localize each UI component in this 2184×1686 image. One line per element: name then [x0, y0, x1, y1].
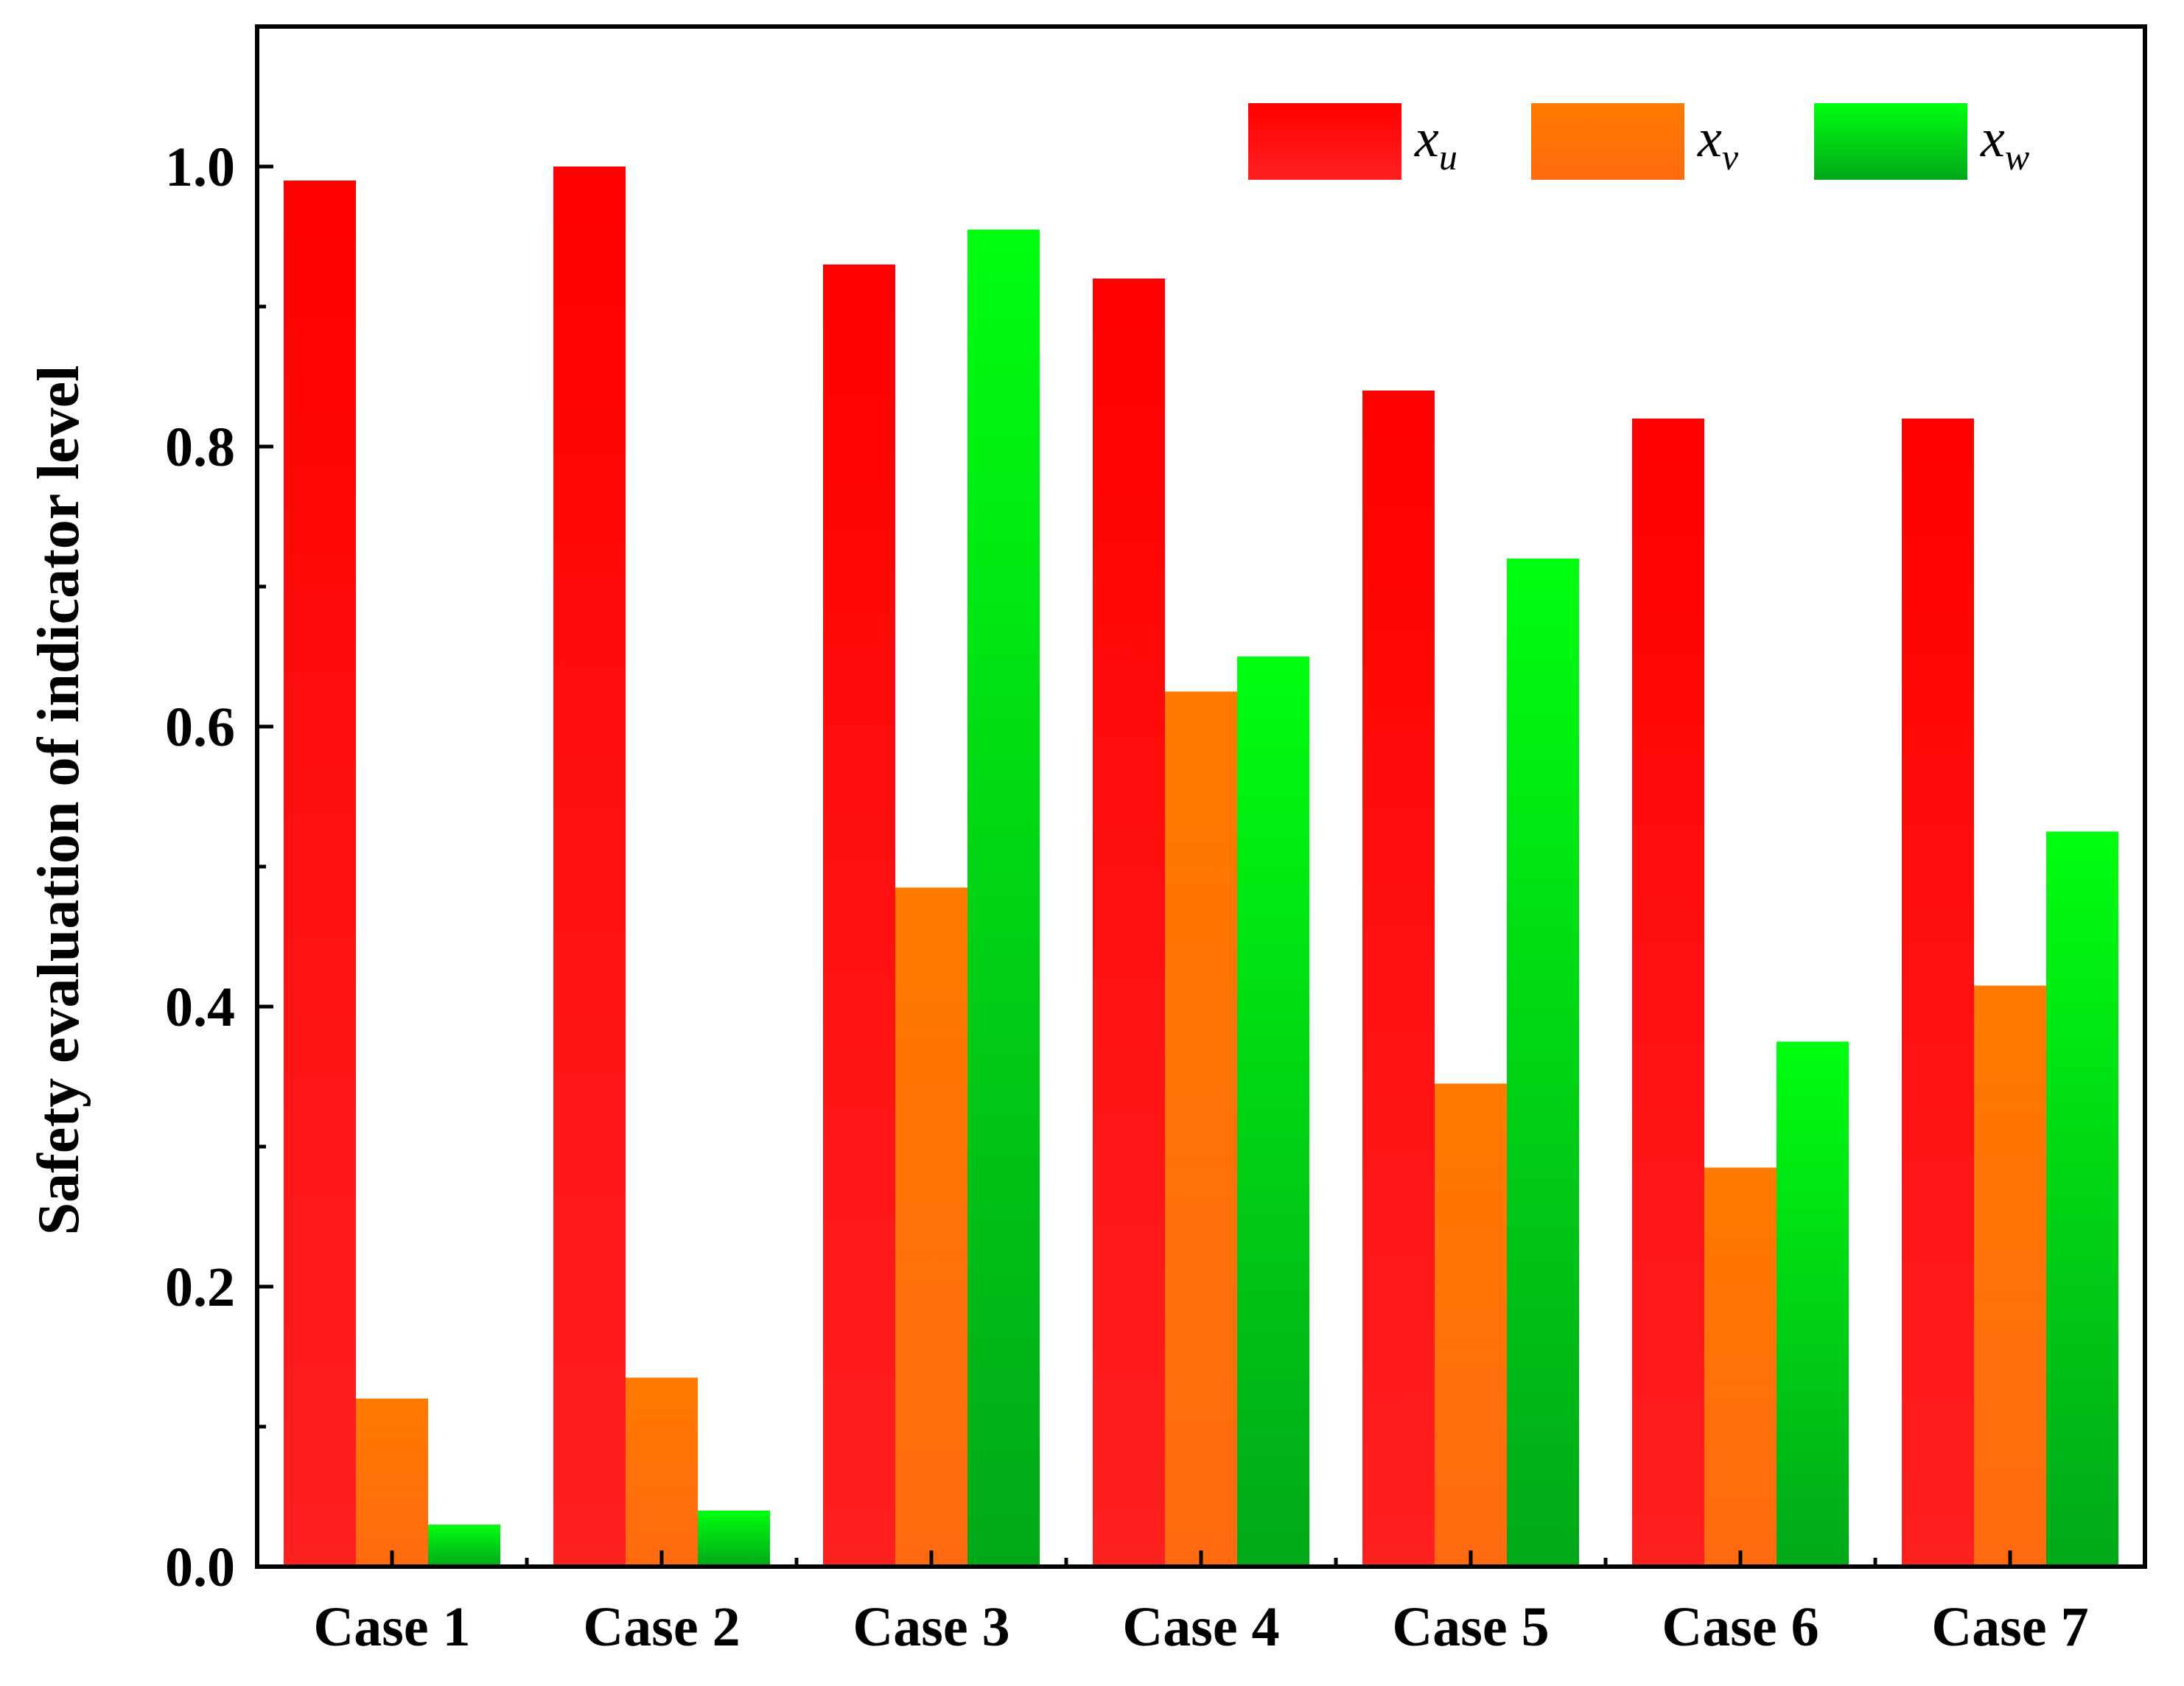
- legend-label-sub: w: [2005, 136, 2029, 178]
- bar-x_v-case-4: [1165, 691, 1237, 1567]
- legend-swatch-x_w: [1814, 103, 1967, 180]
- bar-x_u-case-6: [1632, 419, 1704, 1567]
- bar-x_v-case-2: [626, 1377, 698, 1567]
- bar-x_w-case-7: [2046, 831, 2118, 1567]
- x-tick-label: Case 3: [853, 1596, 1009, 1658]
- bar-x_v-case-6: [1704, 1167, 1777, 1567]
- legend-label-main: x: [1980, 108, 2005, 169]
- legend-swatch-x_u: [1248, 103, 1401, 180]
- legend-label-main: x: [1697, 108, 1722, 169]
- x-tick-label: Case 7: [1931, 1596, 2088, 1658]
- legend-label-x_v: xv: [1697, 108, 1739, 178]
- bar-x_u-case-5: [1362, 391, 1435, 1567]
- bar-x_u-case-1: [284, 181, 356, 1567]
- bar-x_u-case-2: [553, 167, 626, 1567]
- bar-x_u-case-7: [1902, 419, 1974, 1567]
- bar-x_v-case-1: [356, 1399, 428, 1567]
- y-tick-label: 0.0: [165, 1536, 235, 1598]
- bar-x_w-case-2: [698, 1511, 770, 1567]
- y-tick-label: 0.8: [165, 416, 235, 478]
- bar-x_u-case-3: [823, 265, 895, 1567]
- bar-x_w-case-1: [428, 1525, 500, 1567]
- bar-x_w-case-3: [967, 229, 1040, 1567]
- legend: xu xv xw: [1248, 103, 2029, 180]
- bar-x_w-case-4: [1237, 657, 1309, 1567]
- bar-x_w-case-6: [1777, 1041, 1849, 1567]
- x-tick-label: Case 1: [313, 1596, 470, 1658]
- bar-x_v-case-5: [1435, 1083, 1507, 1567]
- y-tick-label: 0.2: [165, 1256, 235, 1318]
- y-tick-label: 0.6: [165, 696, 235, 758]
- bar-x_w-case-5: [1507, 559, 1579, 1567]
- x-tick-label: Case 4: [1122, 1596, 1279, 1658]
- y-tick-label: 1.0: [165, 136, 235, 198]
- x-tick-label: Case 6: [1662, 1596, 1819, 1658]
- bars-group: [284, 167, 2118, 1567]
- ticks-group: 0.0 0.2 0.4 0.6 0.8 1.0 Case 1 Case 2 Case 3 Case…: [165, 24, 2089, 1658]
- legend-label-main: x: [1414, 108, 1439, 169]
- bar-x_v-case-3: [895, 887, 967, 1567]
- legend-label-sub: u: [1439, 136, 1457, 178]
- bar-x_u-case-4: [1093, 279, 1165, 1567]
- legend-label-x_u: xu: [1414, 108, 1457, 178]
- x-tick-label: Case 5: [1392, 1596, 1549, 1658]
- y-axis-label: Safety evaluation of indicator level: [27, 365, 91, 1236]
- y-tick-label: 0.4: [165, 976, 235, 1038]
- bar-x_v-case-7: [1974, 985, 2046, 1567]
- legend-label-x_w: xw: [1980, 108, 2029, 178]
- legend-swatch-x_v: [1531, 103, 1684, 180]
- x-tick-label: Case 2: [583, 1596, 740, 1658]
- legend-label-sub: v: [1722, 136, 1739, 178]
